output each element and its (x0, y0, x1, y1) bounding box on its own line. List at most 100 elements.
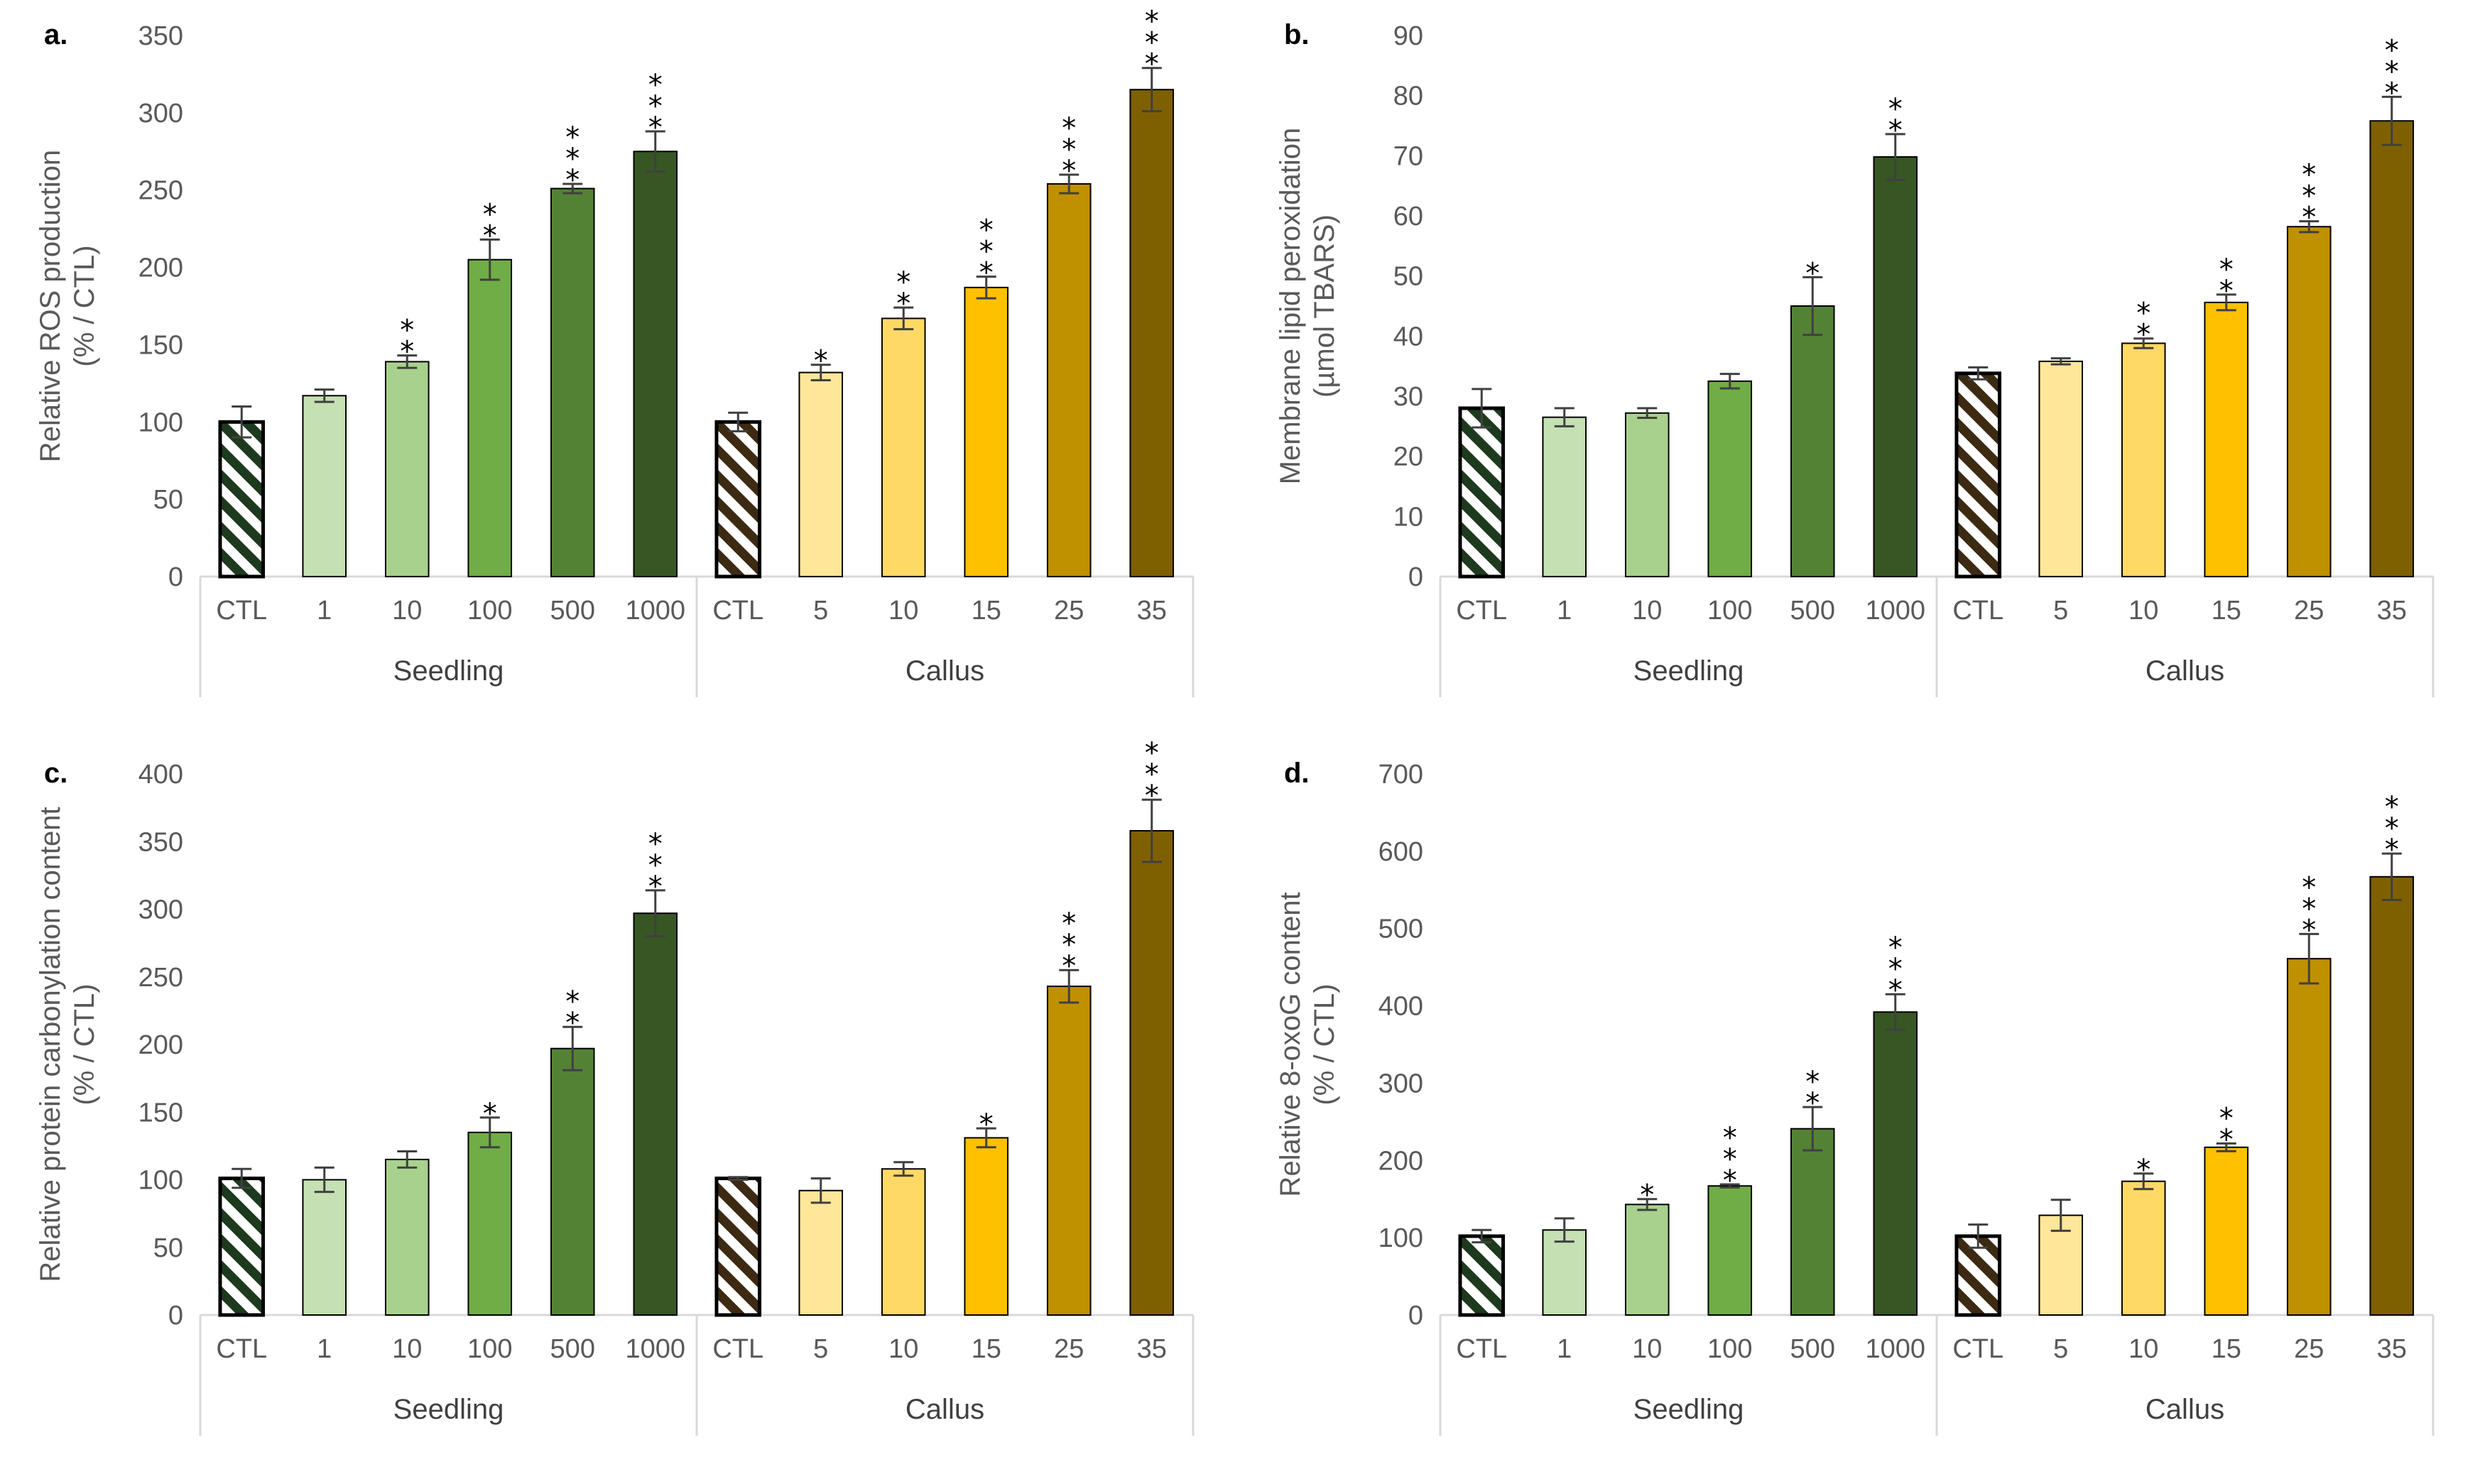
significance-label: * * * (565, 121, 580, 197)
bar-callus-15 (2204, 301, 2249, 577)
x-tick-label: 35 (1137, 596, 1167, 626)
error-bar (232, 405, 252, 439)
significance-label: * (1640, 1179, 1654, 1212)
x-tick-label: 500 (1790, 596, 1835, 626)
error-bar (479, 238, 500, 281)
error-bar (2133, 1172, 2154, 1191)
bar-callus-5 (2038, 1214, 2084, 1316)
bar-seedling-10 (384, 361, 430, 577)
error-bar (1554, 407, 1575, 427)
y-tick-label: 350 (138, 21, 183, 51)
x-tick-label: 1000 (625, 596, 685, 626)
error-bar (1472, 1228, 1492, 1244)
panel-label: b. (1284, 19, 1310, 50)
y-tick-label: 250 (138, 176, 183, 206)
bar-callus-25 (2286, 958, 2332, 1316)
x-tick-label: 1 (317, 1334, 332, 1364)
y-tick-label: 10 (1393, 502, 1423, 532)
group-label-callus: Callus (905, 1394, 984, 1425)
error-bar (2216, 293, 2236, 312)
y-tick-label: 250 (138, 963, 183, 993)
bar-callus-5 (798, 371, 844, 577)
y-axis-title: Relative ROS production (% / CTL) (35, 150, 100, 462)
x-tick-label: CTL (712, 1334, 763, 1364)
y-tick-label: 0 (1408, 562, 1423, 592)
y-tick-label: 70 (1393, 141, 1423, 171)
x-tick-label: 500 (550, 596, 595, 626)
x-tick-label: 25 (2294, 596, 2324, 626)
error-bar (314, 388, 335, 403)
x-tick-label: 10 (2128, 1334, 2158, 1364)
panel-label: c. (44, 758, 67, 789)
x-tick-label: 1 (1557, 596, 1572, 626)
significance-label: * * (2136, 298, 2150, 351)
error-bar (810, 1177, 831, 1204)
x-tick-label: 100 (1707, 1334, 1752, 1364)
error-bar (1141, 67, 1162, 113)
panel-label: a. (44, 19, 67, 50)
error-bar (1719, 1183, 1740, 1189)
x-tick-label: 100 (1707, 596, 1752, 626)
bar-callus-25 (1046, 986, 1092, 1316)
error-bar (2216, 1142, 2236, 1152)
y-tick-label: 200 (138, 1030, 183, 1060)
error-bar (893, 306, 914, 331)
bar-callus-15 (2204, 1146, 2249, 1316)
significance-label: * * * (648, 69, 663, 144)
error-bar (2133, 337, 2154, 349)
y-tick-label: 100 (138, 1166, 183, 1196)
y-tick-label: 20 (1393, 442, 1423, 472)
x-tick-label: 10 (392, 1334, 422, 1364)
y-tick-label: 60 (1393, 202, 1423, 231)
bar-callus-25 (1046, 183, 1092, 577)
y-tick-label: 50 (153, 1233, 183, 1263)
error-bar (2050, 1199, 2071, 1232)
x-tick-label: 10 (888, 1334, 918, 1364)
x-tick-label: 35 (2377, 1334, 2407, 1364)
y-tick-label: 400 (138, 760, 183, 790)
x-tick-label: 15 (2212, 1334, 2241, 1364)
error-bar (1968, 1223, 1989, 1249)
group-label-seedling: Seedling (1633, 1394, 1744, 1425)
error-bar (232, 1167, 252, 1189)
x-tick-label: 500 (1790, 1334, 1835, 1364)
x-tick-label: 10 (2128, 596, 2158, 626)
group-label-seedling: Seedling (1633, 655, 1744, 687)
error-bar (562, 1025, 583, 1071)
x-tick-label: 1000 (625, 1334, 685, 1364)
bar-seedling-500 (1790, 305, 1835, 577)
panel-label: d. (1284, 758, 1310, 789)
bar-callus-10 (881, 317, 926, 577)
significance-label: * * (483, 198, 497, 252)
chart-svg: c. Relative protein carbonylation content… (35, 737, 1195, 1436)
x-tick-label: 15 (2212, 596, 2241, 626)
bar-callus-ctl (714, 420, 762, 579)
bar-seedling-1 (1542, 416, 1587, 578)
y-tick-label: 30 (1393, 382, 1423, 412)
y-axis-title: Membrane lipid peroxidation (µmol TBARS) (1275, 128, 1340, 485)
x-tick-label: 100 (467, 596, 512, 626)
bar-seedling-10 (1624, 412, 1670, 577)
error-bar (645, 889, 665, 938)
error-bar (976, 275, 996, 300)
y-tick-label: 200 (138, 253, 183, 283)
bar-callus-35 (1129, 89, 1175, 577)
significance-label: * * (896, 266, 910, 320)
group-label-seedling: Seedling (393, 655, 504, 687)
error-bar (397, 1150, 418, 1169)
error-bar (1637, 407, 1658, 419)
error-bar (810, 364, 831, 382)
y-tick-label: 0 (1408, 1301, 1423, 1331)
x-tick-label: 25 (1054, 1334, 1084, 1364)
y-tick-label: 200 (1378, 1146, 1423, 1176)
error-bar (314, 1166, 335, 1194)
bar-seedling-ctl (1458, 406, 1506, 579)
x-tick-label: CTL (1952, 1334, 2003, 1364)
significance-label: * (979, 1108, 994, 1141)
error-bar (1554, 1217, 1575, 1243)
x-tick-label: 100 (467, 1334, 512, 1364)
x-tick-label: 1000 (1865, 596, 1925, 626)
significance-label: * * * (979, 214, 994, 290)
bar-seedling-ctl (218, 420, 266, 579)
error-bar (1802, 275, 1823, 337)
